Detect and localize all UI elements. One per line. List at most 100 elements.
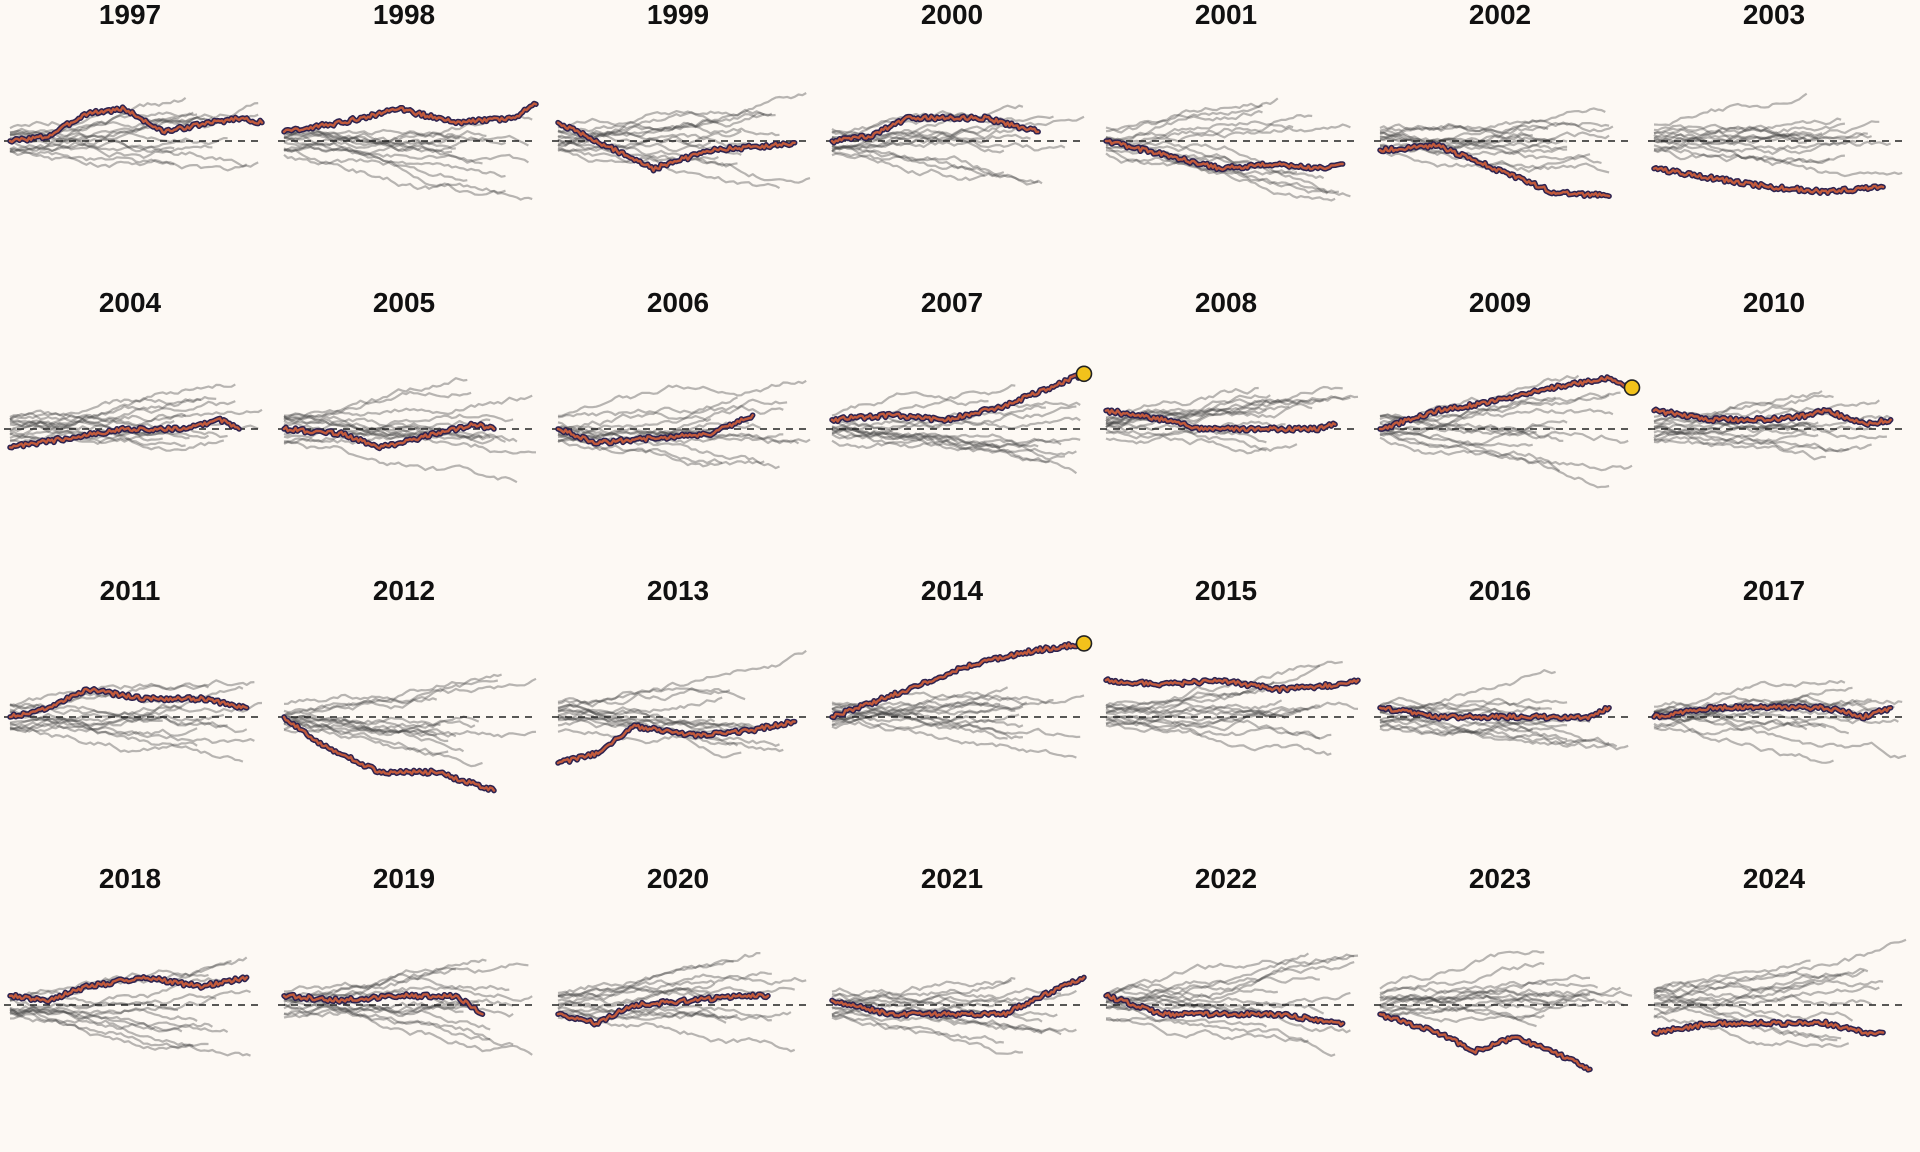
context-series-line bbox=[1653, 959, 1811, 992]
context-series-line bbox=[831, 436, 1062, 449]
context-series-line bbox=[1653, 122, 1846, 142]
highlight-series-line bbox=[8, 417, 241, 449]
context-series-line bbox=[9, 400, 236, 432]
panel-title: 2000 bbox=[921, 0, 983, 30]
context-series-line bbox=[283, 999, 480, 1016]
context-series-line bbox=[9, 712, 248, 734]
panel-2007: 2007 bbox=[826, 287, 1093, 475]
context-series-line bbox=[283, 992, 533, 1056]
highlight-series-line bbox=[1652, 408, 1892, 427]
context-series-line bbox=[557, 696, 723, 722]
context-series-line bbox=[831, 1015, 1023, 1055]
context-series-line bbox=[1653, 720, 1850, 736]
context-series-line bbox=[1105, 145, 1325, 180]
context-series-line bbox=[9, 701, 263, 733]
highlight-series-line bbox=[8, 105, 264, 144]
context-series-line bbox=[1653, 419, 1887, 440]
context-series-line bbox=[9, 724, 198, 737]
context-series-line bbox=[283, 128, 530, 164]
panel-2009: 2009 bbox=[1374, 287, 1641, 489]
context-series-line bbox=[831, 425, 1078, 475]
context-series-line bbox=[9, 140, 175, 153]
context-series-line bbox=[1653, 433, 1819, 445]
context-series-line bbox=[557, 108, 776, 148]
context-series-line bbox=[557, 959, 734, 1000]
context-series-line bbox=[1653, 140, 1892, 154]
context-series-line bbox=[9, 1008, 251, 1057]
panel-title: 2009 bbox=[1469, 287, 1531, 318]
context-series-line bbox=[283, 973, 510, 993]
highlight-series-line bbox=[830, 976, 1086, 1018]
context-series-line bbox=[831, 419, 1065, 461]
context-series-line bbox=[1653, 92, 1808, 127]
context-series-line bbox=[1653, 710, 1834, 764]
panel-2002: 2002 bbox=[1374, 0, 1632, 199]
highlight-series-line bbox=[556, 993, 770, 1026]
context-series-line bbox=[1105, 961, 1355, 996]
context-series-line bbox=[283, 1004, 491, 1041]
end-marker-dot bbox=[1075, 365, 1093, 383]
context-series-line bbox=[831, 705, 1024, 740]
context-series-line bbox=[1379, 407, 1614, 426]
context-series-line bbox=[1105, 386, 1259, 423]
highlight-series-line bbox=[830, 372, 1086, 423]
context-series-line bbox=[1105, 702, 1302, 718]
highlight-series-line bbox=[282, 992, 484, 1016]
context-series-line bbox=[831, 127, 1024, 152]
context-series-line bbox=[557, 111, 719, 133]
context-series-line bbox=[283, 673, 502, 717]
context-series-line bbox=[1105, 394, 1271, 430]
context-series-line bbox=[1653, 679, 1846, 708]
context-series-line bbox=[1379, 119, 1614, 133]
context-series-line bbox=[283, 723, 441, 737]
panel-2022: 2022 bbox=[1100, 863, 1359, 1057]
panel-title: 2020 bbox=[647, 863, 709, 894]
context-series-line bbox=[557, 649, 807, 711]
context-series-line bbox=[1379, 724, 1568, 741]
context-series-line bbox=[283, 145, 483, 165]
highlight-series-line bbox=[556, 121, 796, 172]
context-series-line bbox=[1653, 972, 1842, 1019]
context-series-line bbox=[1105, 110, 1263, 134]
panel-title: 2021 bbox=[921, 863, 983, 894]
context-series-line bbox=[1105, 989, 1351, 1034]
context-series-line bbox=[1105, 976, 1320, 1002]
highlight-series-line bbox=[1652, 166, 1885, 195]
context-series-line bbox=[283, 679, 499, 714]
context-series-line bbox=[1105, 664, 1321, 714]
panel-2015: 2015 bbox=[1100, 575, 1361, 756]
highlight-series-line bbox=[1378, 1013, 1592, 1072]
highlight-series-line bbox=[1104, 677, 1360, 693]
context-series-line bbox=[1379, 669, 1556, 707]
panel-title: 2022 bbox=[1195, 863, 1257, 894]
context-series-line bbox=[283, 415, 491, 441]
context-series-line bbox=[831, 700, 989, 721]
panel-2004: 2004 bbox=[4, 287, 263, 452]
context-series-line bbox=[9, 97, 187, 137]
context-series-line bbox=[1379, 986, 1625, 1007]
context-series-line bbox=[9, 1006, 183, 1033]
context-series-line bbox=[1105, 97, 1279, 143]
highlight-series-line bbox=[8, 975, 248, 1004]
context-series-line bbox=[9, 727, 198, 754]
context-series-line bbox=[1653, 132, 1872, 145]
context-series-line bbox=[9, 1006, 198, 1022]
panel-2003: 2003 bbox=[1648, 0, 1906, 197]
context-series-line bbox=[831, 404, 1046, 433]
panel-title: 2013 bbox=[647, 575, 709, 606]
context-series-line bbox=[9, 418, 186, 448]
panel-1998: 1998 bbox=[278, 0, 539, 201]
context-series-line bbox=[557, 117, 780, 137]
context-series-line bbox=[831, 400, 1081, 431]
highlight-series-line bbox=[1378, 142, 1611, 198]
context-series-line bbox=[284, 377, 468, 418]
context-series-line bbox=[1105, 429, 1298, 455]
panel-title: 2024 bbox=[1743, 863, 1806, 894]
context-series-line bbox=[1105, 1016, 1336, 1057]
panel-2008: 2008 bbox=[1100, 287, 1359, 455]
panel-2014: 2014 bbox=[826, 575, 1093, 759]
context-series-line bbox=[1105, 688, 1267, 715]
context-series-line bbox=[1653, 148, 1831, 167]
context-series-line bbox=[831, 423, 1039, 448]
panel-title: 2017 bbox=[1743, 575, 1805, 606]
